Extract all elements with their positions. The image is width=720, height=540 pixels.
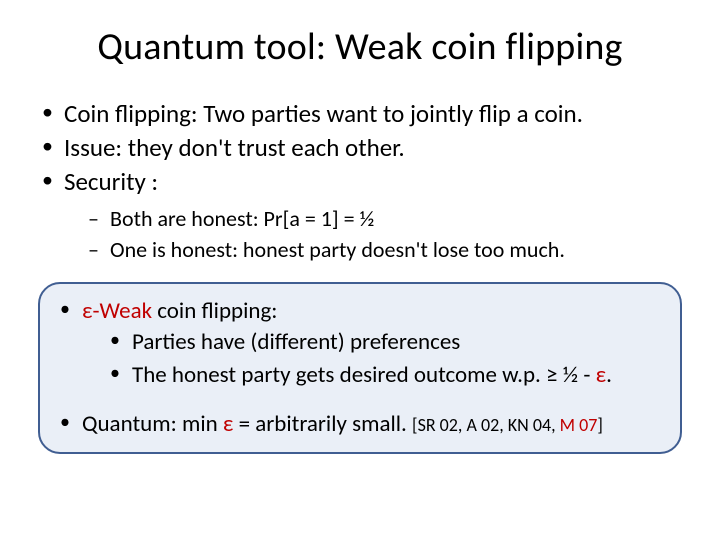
- main-bullet-list: Coin flipping: Two parties want to joint…: [34, 98, 686, 264]
- box-list-quantum: Quantum: min ε = arbitrarily small. [SR …: [52, 409, 668, 440]
- refs-red: M 07: [560, 414, 598, 436]
- box-gap: [52, 393, 668, 409]
- references: [SR 02, A 02, KN 04, M 07]: [412, 414, 603, 436]
- bullet-security: Security : Both are honest: Pr[a = 1] = …: [38, 166, 686, 264]
- box-weak-flipping: ε-Weak coin flipping: Parties have (diff…: [58, 296, 668, 391]
- refs-b: ]: [597, 414, 603, 436]
- outcome-text: The honest party gets desired outcome w.…: [132, 361, 596, 389]
- slide: Quantum tool: Weak coin flipping Coin fl…: [0, 0, 720, 540]
- quantum-eps: ε: [223, 410, 233, 438]
- bullet-security-label: Security :: [64, 166, 158, 197]
- refs-a: [SR 02, A 02, KN 04,: [412, 414, 560, 436]
- quantum-a: Quantum: min: [82, 410, 223, 438]
- box-list: ε-Weak coin flipping: Parties have (diff…: [52, 296, 668, 391]
- security-sub-list: Both are honest: Pr[a = 1] = ½ One is ho…: [64, 204, 686, 264]
- box-sub-list: Parties have (different) preferences The…: [82, 327, 668, 391]
- highlight-box: ε-Weak coin flipping: Parties have (diff…: [38, 282, 682, 454]
- bullet-coin-flipping: Coin flipping: Two parties want to joint…: [38, 98, 686, 130]
- bullet-issue: Issue: they don't trust each other.: [38, 132, 686, 164]
- quantum-b: = arbitrarily small.: [233, 410, 412, 438]
- slide-title: Quantum tool: Weak coin flipping: [34, 24, 686, 70]
- box-honest-outcome: The honest party gets desired outcome w.…: [110, 360, 668, 391]
- outcome-dot: .: [606, 361, 612, 389]
- box-quantum: Quantum: min ε = arbitrarily small. [SR …: [58, 409, 668, 440]
- sub-one-honest: One is honest: honest party doesn't lose…: [88, 235, 686, 264]
- sub-both-honest: Both are honest: Pr[a = 1] = ½: [88, 204, 686, 233]
- outcome-eps: ε: [596, 361, 606, 389]
- weak-suffix: coin flipping:: [152, 297, 277, 325]
- box-parties-pref: Parties have (different) preferences: [110, 327, 668, 358]
- eps-weak-label: ε-Weak: [82, 297, 152, 325]
